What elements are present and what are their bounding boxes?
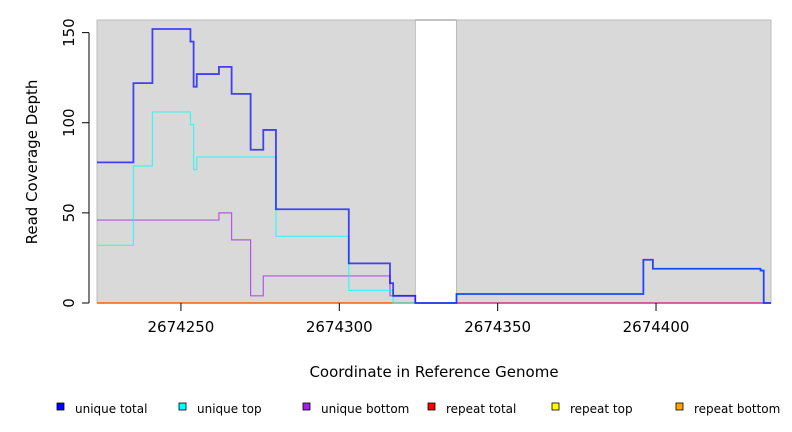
legend-label: repeat total — [446, 402, 516, 416]
legend-label: unique total — [75, 402, 147, 416]
legend-label: unique top — [197, 402, 262, 416]
x-tick-label: 2674350 — [464, 318, 531, 336]
x-tick-label: 2674300 — [306, 318, 373, 336]
legend-swatch — [56, 402, 65, 411]
legend-label: repeat bottom — [694, 402, 780, 416]
x-tick-label: 2674400 — [623, 318, 690, 336]
y-tick-label: 100 — [60, 108, 78, 137]
legend-swatch — [178, 402, 187, 411]
legend-label: unique bottom — [321, 402, 409, 416]
y-tick-label: 0 — [60, 298, 78, 308]
legend-label: repeat top — [570, 402, 633, 416]
y-tick-label: 150 — [60, 18, 78, 47]
legend-swatch — [427, 402, 436, 411]
legend-swatch — [675, 402, 684, 411]
x-axis-label: Coordinate in Reference Genome — [309, 363, 558, 381]
legend-swatch — [302, 402, 311, 411]
y-tick-label: 50 — [60, 203, 78, 222]
y-axis-label: Read Coverage Depth — [23, 80, 41, 245]
series-unique-total — [97, 28, 771, 304]
shaded-region-1 — [455, 19, 772, 304]
x-tick-label: 2674250 — [148, 318, 215, 336]
legend-swatch — [551, 402, 560, 411]
shaded-region-0 — [96, 19, 416, 304]
